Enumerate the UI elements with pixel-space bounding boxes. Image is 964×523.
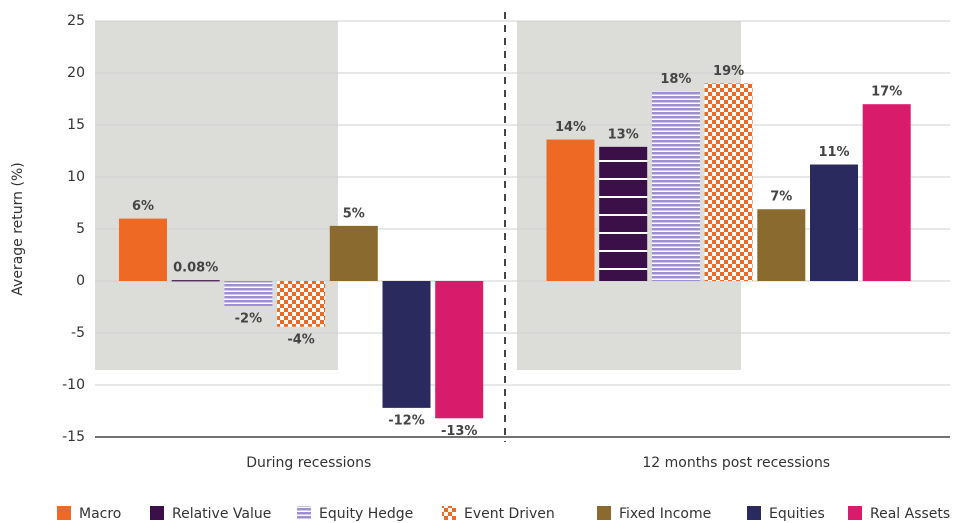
y-tick-label: 15 bbox=[67, 117, 85, 133]
bar bbox=[435, 281, 484, 419]
bar bbox=[704, 83, 753, 282]
bar bbox=[382, 281, 431, 408]
bar bbox=[329, 225, 378, 281]
legend-swatch bbox=[597, 506, 611, 520]
legend-swatch bbox=[150, 506, 164, 520]
value-label: 11% bbox=[818, 145, 849, 160]
value-label: -4% bbox=[287, 332, 314, 347]
value-label: -13% bbox=[441, 424, 478, 439]
value-label: 6% bbox=[132, 199, 154, 214]
legend-label: Macro bbox=[79, 506, 121, 522]
bar bbox=[757, 209, 806, 281]
bar bbox=[277, 281, 326, 327]
y-tick-label: 10 bbox=[67, 169, 85, 185]
value-label: 14% bbox=[555, 120, 586, 135]
legend-label: Event Driven bbox=[464, 506, 555, 522]
bar bbox=[171, 280, 220, 282]
legend-swatch bbox=[297, 506, 311, 520]
bar bbox=[119, 218, 167, 281]
bar bbox=[224, 281, 273, 306]
bar bbox=[810, 164, 858, 281]
y-tick-label: -10 bbox=[62, 377, 85, 393]
y-tick-label: 20 bbox=[67, 65, 85, 81]
x-tick-label: 12 months post recessions bbox=[642, 455, 830, 471]
legend-swatch bbox=[848, 506, 862, 520]
value-label: 13% bbox=[608, 127, 639, 142]
y-tick-label: -15 bbox=[62, 429, 85, 445]
value-label: 18% bbox=[660, 72, 691, 87]
x-tick-label: During recessions bbox=[246, 455, 371, 471]
y-axis-label: Average return (%) bbox=[10, 162, 26, 295]
legend-label: Real Assets bbox=[870, 506, 950, 522]
value-label: -12% bbox=[388, 413, 425, 428]
legend-label: Relative Value bbox=[172, 506, 271, 522]
bar bbox=[599, 146, 648, 281]
bar bbox=[862, 104, 911, 281]
bar bbox=[546, 139, 595, 281]
y-tick-label: 0 bbox=[76, 273, 85, 289]
y-tick-label: 25 bbox=[67, 13, 85, 29]
legend-label: Equities bbox=[769, 506, 825, 522]
legend-swatch bbox=[442, 506, 456, 520]
bar bbox=[651, 91, 700, 281]
value-label: 0.08% bbox=[173, 261, 218, 276]
value-label: 5% bbox=[343, 206, 365, 221]
legend-label: Equity Hedge bbox=[319, 506, 413, 522]
value-label: 7% bbox=[770, 190, 792, 205]
y-tick-label: 5 bbox=[76, 221, 85, 237]
y-tick-label: -5 bbox=[71, 325, 85, 341]
value-label: 17% bbox=[871, 85, 902, 100]
value-label: -2% bbox=[235, 311, 262, 326]
value-label: 19% bbox=[713, 64, 744, 79]
legend-swatch bbox=[747, 506, 761, 520]
legend-swatch bbox=[57, 506, 71, 520]
legend-label: Fixed Income bbox=[619, 506, 711, 522]
